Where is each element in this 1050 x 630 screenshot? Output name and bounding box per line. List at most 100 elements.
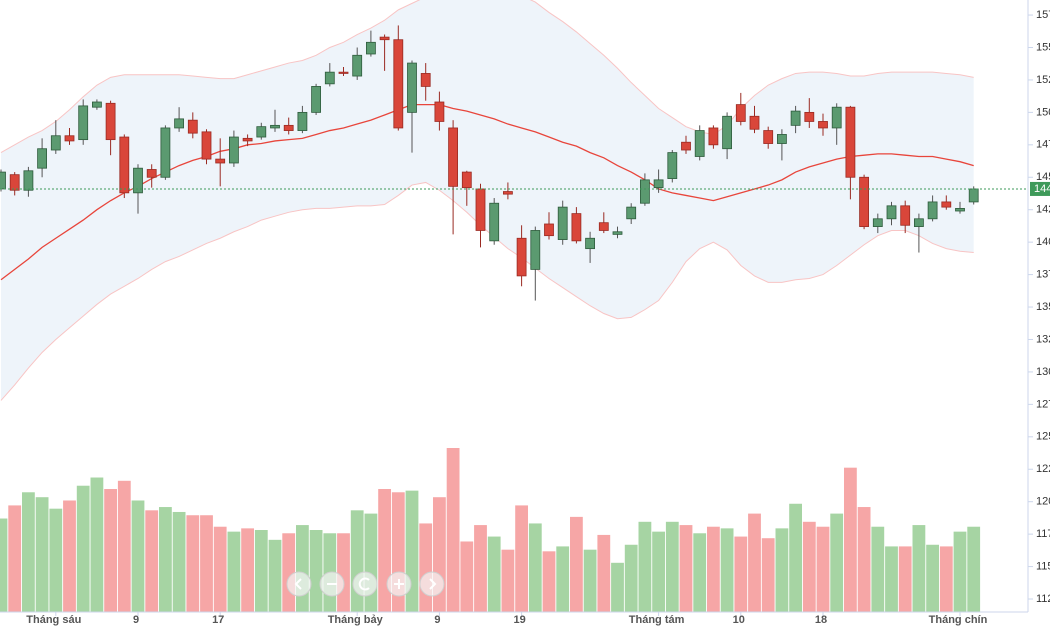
volume-bar bbox=[337, 533, 350, 612]
candle-body bbox=[612, 231, 623, 235]
candle-body bbox=[215, 158, 226, 164]
x-tick-label: Tháng chín bbox=[929, 614, 988, 626]
volume-bar bbox=[309, 530, 323, 612]
x-tick-label: 17 bbox=[212, 614, 224, 626]
candle-body bbox=[64, 135, 75, 142]
zoom-in-button[interactable] bbox=[386, 571, 412, 597]
candle-body bbox=[365, 41, 376, 55]
candle-body bbox=[571, 213, 582, 242]
volume-bar bbox=[474, 525, 487, 612]
reset-button[interactable] bbox=[352, 571, 378, 597]
y-tick-label: 127.5 bbox=[1036, 398, 1050, 410]
volume-bar bbox=[570, 516, 583, 612]
volume-bar bbox=[953, 531, 967, 612]
candle-body bbox=[475, 188, 486, 231]
candle-body bbox=[694, 130, 705, 157]
volume-bar bbox=[707, 526, 720, 612]
y-tick-label: 145 bbox=[1036, 171, 1050, 183]
candle-body bbox=[297, 111, 308, 131]
y-tick-label: 140 bbox=[1036, 236, 1050, 248]
volume-bar bbox=[830, 513, 844, 612]
volume-bar bbox=[528, 523, 542, 612]
y-tick-label: 135 bbox=[1036, 301, 1050, 313]
volume-bar bbox=[939, 546, 953, 612]
last-price-tag bbox=[1030, 181, 1050, 196]
volume-bar bbox=[871, 526, 885, 612]
volume-bar bbox=[76, 485, 90, 612]
candle-body bbox=[270, 124, 280, 129]
volume-bar bbox=[104, 489, 117, 612]
x-tick-label: 10 bbox=[733, 614, 745, 626]
candle-body bbox=[831, 106, 842, 129]
y-tick-label: 112.5 bbox=[1036, 593, 1050, 605]
candle-body bbox=[160, 127, 171, 178]
volume-bar bbox=[446, 448, 460, 612]
candle-body bbox=[818, 121, 828, 129]
volume-bar bbox=[624, 544, 638, 612]
y-tick-label: 150 bbox=[1036, 106, 1050, 118]
volume-bar bbox=[268, 539, 282, 612]
volume-bar bbox=[282, 533, 296, 612]
volume-bar bbox=[665, 521, 679, 612]
candle-body bbox=[283, 124, 294, 131]
scroll-right-button[interactable] bbox=[419, 571, 445, 597]
volume-bar bbox=[296, 525, 309, 612]
volume-bar bbox=[556, 546, 570, 612]
volume-bar bbox=[844, 467, 857, 612]
volume-bar bbox=[912, 525, 926, 612]
candle-body bbox=[324, 71, 335, 85]
volume-bar bbox=[22, 492, 35, 612]
x-tick-label: 9 bbox=[434, 614, 440, 626]
candle-body bbox=[393, 39, 404, 129]
volume-bar bbox=[186, 515, 200, 612]
volume-bar bbox=[775, 528, 789, 612]
volume-bar bbox=[816, 526, 830, 612]
volume-bar bbox=[611, 562, 624, 612]
candle-body bbox=[968, 188, 979, 203]
candle-body bbox=[434, 101, 445, 122]
candle-body bbox=[763, 130, 774, 144]
volume-bar bbox=[227, 531, 241, 612]
candle-body bbox=[653, 179, 664, 189]
scroll-left-button[interactable] bbox=[286, 571, 312, 597]
volume-bar bbox=[734, 536, 748, 612]
volume-bar bbox=[679, 525, 693, 612]
y-tick-label: 142.5 bbox=[1036, 204, 1050, 216]
candle-body bbox=[352, 54, 363, 77]
candle-body bbox=[242, 137, 253, 142]
candle-body bbox=[420, 73, 431, 87]
volume-bar bbox=[583, 549, 597, 612]
candle-body bbox=[557, 206, 568, 240]
volume-bar bbox=[460, 541, 474, 612]
x-tick-label: Tháng sáu bbox=[26, 614, 81, 626]
candle-body bbox=[78, 105, 89, 141]
candle-body bbox=[502, 191, 513, 195]
volume-bar bbox=[761, 538, 775, 612]
candle-body bbox=[516, 237, 527, 277]
candle-body bbox=[900, 205, 911, 226]
volume-bar bbox=[802, 521, 816, 612]
x-tick-label: Tháng tám bbox=[629, 614, 685, 626]
candle-body bbox=[119, 136, 130, 194]
candle-body bbox=[9, 174, 20, 191]
y-tick-label: 117.5 bbox=[1036, 528, 1050, 540]
candle-body bbox=[845, 106, 856, 178]
candle-body bbox=[544, 223, 554, 237]
candle-body bbox=[914, 218, 924, 227]
volume-bar bbox=[857, 507, 871, 612]
candle-body bbox=[681, 141, 691, 151]
lower-band-line bbox=[0, 181, 974, 401]
candle-body bbox=[790, 110, 801, 126]
candle-body bbox=[927, 201, 938, 220]
candle-body bbox=[92, 101, 102, 108]
volume-bar bbox=[364, 513, 378, 612]
zoom-controls bbox=[286, 571, 445, 597]
candle-body bbox=[640, 179, 650, 204]
y-tick-label: 157.5 bbox=[1036, 9, 1050, 21]
volume-bar bbox=[8, 505, 22, 612]
y-tick-label: 137.5 bbox=[1036, 269, 1050, 281]
candle-body bbox=[626, 206, 637, 220]
zoom-out-button[interactable] bbox=[319, 571, 345, 597]
volume-bar bbox=[254, 530, 268, 612]
candle-body bbox=[37, 148, 47, 169]
